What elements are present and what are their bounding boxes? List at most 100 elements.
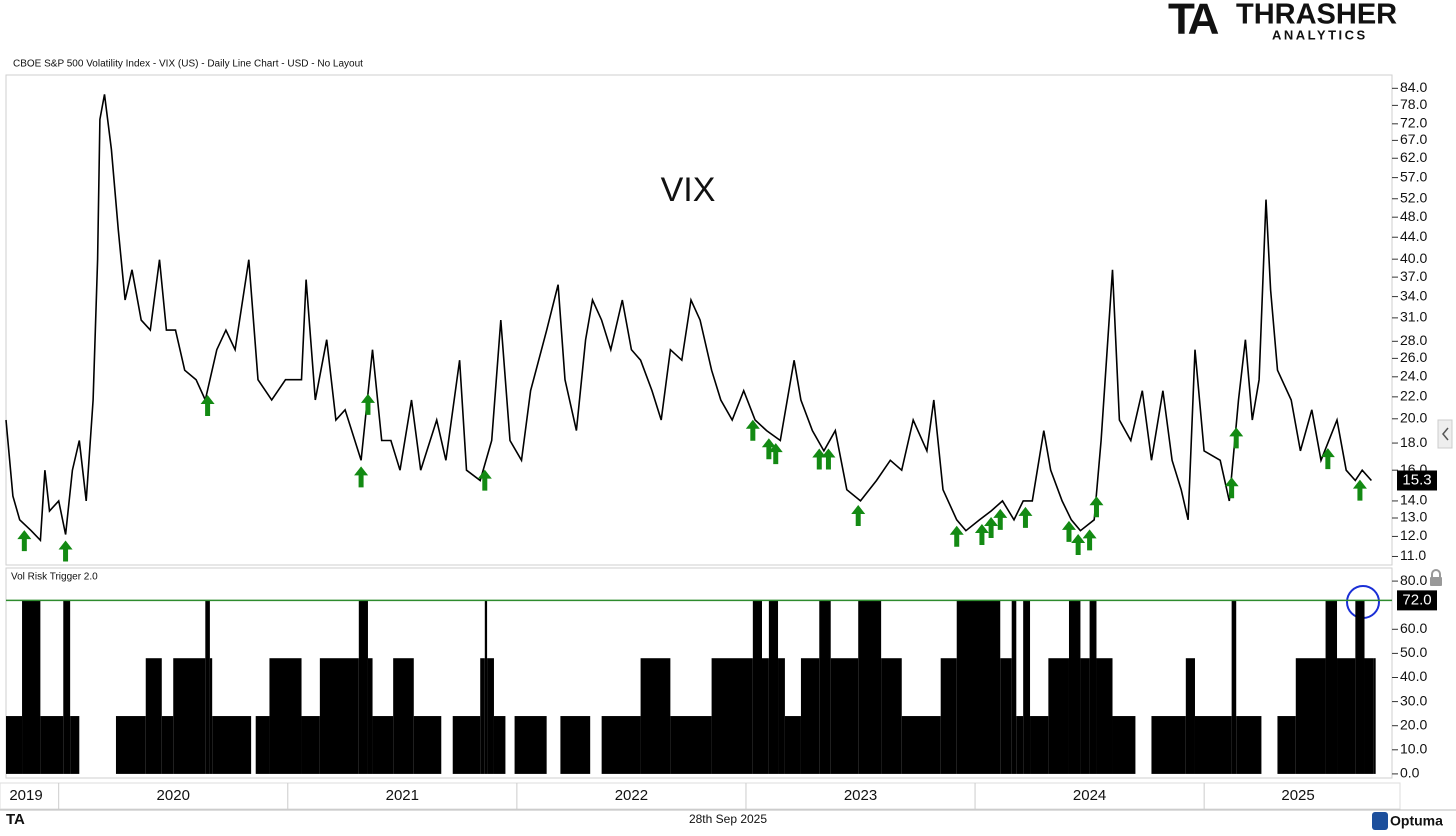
- trigger-bar: [1231, 600, 1237, 774]
- trigger-bar: [319, 658, 359, 774]
- y-tick-label: 84.0: [1400, 79, 1427, 95]
- y-tick-label: 31.0: [1400, 309, 1427, 325]
- signal-arrow: [1082, 529, 1097, 551]
- trigger-bar: [1337, 658, 1356, 774]
- trigger-bar: [205, 600, 210, 774]
- footer-date: 28th Sep 2025: [689, 812, 767, 826]
- trigger-bar: [70, 716, 80, 774]
- trigger-bar: [413, 716, 442, 774]
- trigger-bar: [40, 716, 64, 774]
- trigger-bar: [784, 716, 801, 774]
- side-handle[interactable]: [1437, 419, 1453, 449]
- collapse-icon: [1442, 427, 1449, 441]
- trigger-bar: [901, 716, 941, 774]
- trigger-bar: [768, 600, 779, 774]
- signal-arrow: [974, 523, 989, 545]
- trigger-bar: [372, 716, 394, 774]
- signal-arrow: [477, 469, 492, 491]
- year-label: 2021: [386, 787, 419, 804]
- trigger-bar: [115, 716, 146, 774]
- last-value-label: 15.3: [1402, 471, 1431, 488]
- trigger-bar: [1030, 716, 1049, 774]
- trigger-bar: [1048, 658, 1069, 774]
- trigger-bar: [881, 658, 902, 774]
- y-tick-label: 48.0: [1400, 208, 1427, 224]
- panel-title: Vol Risk Trigger 2.0: [11, 572, 98, 583]
- trigger-bar: [145, 658, 162, 774]
- y-tick-label: 0.0: [1400, 765, 1420, 781]
- trigger-bar: [819, 600, 831, 774]
- trigger-bar: [940, 658, 957, 774]
- trigger-bar: [487, 658, 494, 774]
- trigger-bar: [1023, 600, 1031, 774]
- y-tick-label: 67.0: [1400, 131, 1427, 147]
- signal-arrow: [17, 530, 32, 552]
- trigger-bar: [956, 600, 1001, 774]
- y-tick-label: 22.0: [1400, 388, 1427, 404]
- logo-mark: TA: [1168, 0, 1219, 44]
- trigger-bar: [452, 716, 481, 774]
- signal-arrow: [993, 508, 1008, 530]
- y-tick-label: 44.0: [1400, 228, 1427, 244]
- optuma-icon: [1372, 812, 1388, 830]
- trigger-bar: [1364, 658, 1374, 774]
- trigger-bar: [161, 716, 174, 774]
- signal-arrow: [58, 540, 73, 562]
- trigger-bar: [711, 658, 753, 774]
- signal-arrow: [360, 393, 375, 415]
- chart-caption: CBOE S&P 500 Volatility Index - VIX (US)…: [13, 59, 363, 70]
- trigger-bar: [1000, 658, 1012, 774]
- signal-arrow: [984, 517, 999, 539]
- annotation: VIX: [661, 171, 716, 209]
- trigger-bar: [22, 600, 41, 774]
- y-tick-label: 14.0: [1400, 492, 1427, 508]
- year-label: 2024: [1073, 787, 1106, 804]
- signal-arrow: [821, 448, 836, 470]
- y-tick-label: 20.0: [1400, 716, 1427, 732]
- signal-arrow: [745, 419, 760, 441]
- y-tick-label: 37.0: [1400, 268, 1427, 284]
- trigger-bar: [1112, 716, 1136, 774]
- trigger-bar: [484, 600, 488, 774]
- top-frame: [5, 74, 1393, 566]
- signal-arrow: [1071, 533, 1086, 555]
- signal-arrow: [1229, 427, 1244, 449]
- trigger-bar: [255, 716, 270, 774]
- trigger-bar: [173, 658, 206, 774]
- y-tick-label: 12.0: [1400, 527, 1427, 543]
- y-tick-label: 13.0: [1400, 509, 1427, 525]
- signal-arrow: [1061, 520, 1076, 542]
- y-tick-label: 26.0: [1400, 349, 1427, 365]
- trigger-bar: [800, 658, 820, 774]
- y-tick-label: 11.0: [1400, 547, 1426, 563]
- trigger-bar: [640, 658, 671, 774]
- vix-line: [5, 94, 1372, 543]
- trigger-bar: [63, 600, 71, 774]
- y-tick-label: 30.0: [1400, 692, 1427, 708]
- y-tick-label: 28.0: [1400, 332, 1427, 348]
- trigger-bar: [358, 600, 368, 774]
- lock-shackle: [1431, 569, 1441, 577]
- y-tick-label: 50.0: [1400, 644, 1427, 660]
- y-tick-label: 24.0: [1400, 368, 1427, 384]
- threshold-label: 72.0: [1402, 591, 1431, 608]
- trigger-bar: [1236, 716, 1262, 774]
- trigger-bar: [778, 658, 785, 774]
- year-label: 2020: [157, 787, 190, 804]
- trigger-bar: [601, 716, 641, 774]
- signal-arrow: [1089, 496, 1104, 518]
- trigger-bar: [858, 600, 882, 774]
- trigger-bar: [762, 658, 769, 774]
- trigger-bar: [1151, 716, 1186, 774]
- signal-arrow: [1320, 448, 1335, 470]
- signal-arrow: [768, 443, 783, 465]
- footer-logo: TA: [6, 811, 25, 828]
- y-tick-label: 80.0: [1400, 572, 1427, 588]
- y-tick-label: 20.0: [1400, 409, 1427, 425]
- trigger-bar: [1325, 600, 1338, 774]
- y-tick-label: 40.0: [1400, 250, 1427, 266]
- trigger-bar: [1277, 716, 1296, 774]
- trigger-bar: [752, 600, 762, 774]
